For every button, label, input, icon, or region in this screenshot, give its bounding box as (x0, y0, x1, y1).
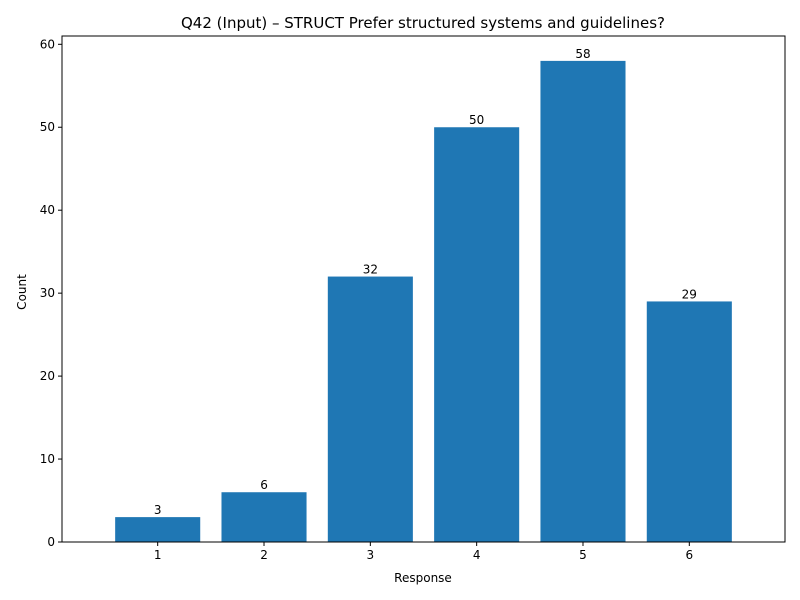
y-tick-label-50: 50 (40, 120, 55, 134)
x-tick-label-4: 4 (473, 548, 481, 562)
bar-3 (327, 276, 413, 542)
y-tick-label-10: 10 (40, 452, 55, 466)
bar-4 (434, 127, 520, 542)
bars-group (115, 60, 732, 542)
y-tick-label-30: 30 (40, 286, 55, 300)
x-axis-ticks: 1 2 3 4 5 6 (154, 542, 693, 562)
y-axis-ticks: 0 10 20 30 40 50 60 (40, 37, 62, 549)
bar-1 (115, 517, 201, 542)
bar-5 (540, 60, 626, 542)
chart-title: Q42 (Input) – STRUCT Prefer structured s… (181, 14, 665, 32)
data-label-4: 50 (469, 113, 484, 127)
y-axis-label: Count (15, 274, 29, 310)
plot-frame (61, 35, 786, 543)
data-labels-group: 3 6 32 50 58 29 (154, 47, 697, 517)
x-tick-label-2: 2 (260, 548, 268, 562)
bar-6 (646, 301, 732, 542)
y-tick-label-0: 0 (47, 535, 55, 549)
y-tick-label-40: 40 (40, 203, 55, 217)
y-tick-label-20: 20 (40, 369, 55, 383)
bar-2 (221, 492, 307, 542)
data-label-3: 32 (363, 263, 378, 277)
data-label-6: 29 (682, 287, 697, 301)
x-tick-label-1: 1 (154, 548, 162, 562)
x-tick-label-6: 6 (685, 548, 693, 562)
data-label-5: 58 (575, 47, 590, 61)
x-axis-label: Response (394, 571, 452, 585)
y-tick-label-60: 60 (40, 37, 55, 51)
data-label-2: 6 (260, 478, 268, 492)
x-tick-label-3: 3 (367, 548, 375, 562)
x-tick-label-5: 5 (579, 548, 587, 562)
data-label-1: 3 (154, 503, 162, 517)
